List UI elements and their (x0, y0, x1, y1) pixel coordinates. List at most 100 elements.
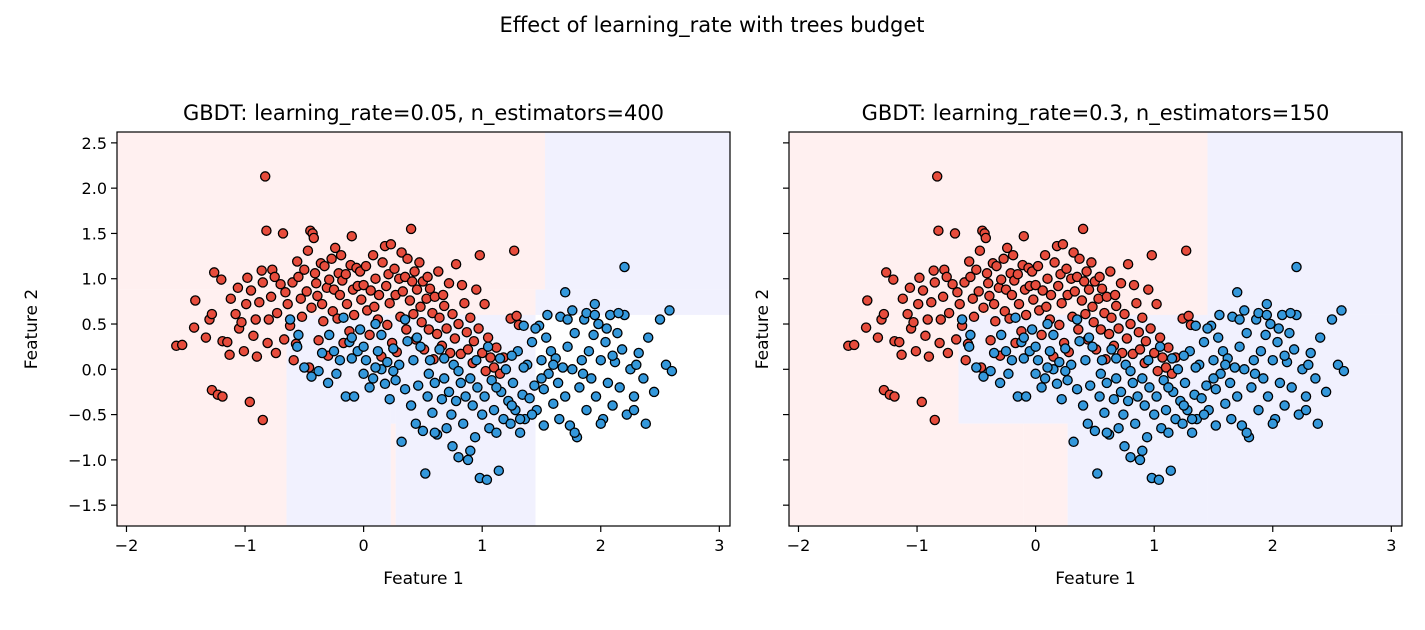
scatter-point-red (912, 298, 924, 310)
scatter-point-blue (346, 353, 358, 364)
scatter-point-blue (1220, 398, 1231, 409)
scatter-point-blue (1267, 354, 1279, 366)
scatter-point-red (1001, 242, 1013, 254)
scatter-point-red (358, 279, 369, 291)
scatter-point-blue (467, 400, 478, 411)
scatter-point-red (1119, 308, 1130, 320)
scatter-point-blue (1071, 314, 1083, 325)
scatter-point-blue (1003, 368, 1014, 380)
scatter-point-blue (1018, 332, 1030, 343)
scatter-point-blue (971, 362, 982, 373)
scatter-point-blue (1137, 445, 1148, 457)
scatter-point-blue (1166, 353, 1178, 364)
scatter-point-blue (631, 359, 642, 371)
scatter-point-blue (554, 413, 565, 425)
scatter-point-red (453, 318, 464, 330)
scatter-point-blue (438, 353, 450, 364)
scatter-point-blue (569, 427, 580, 438)
scatter-point-blue (372, 345, 384, 357)
scatter-point-blue (348, 391, 360, 402)
scatter-point-blue (388, 343, 399, 354)
scatter-point-blue (1178, 400, 1190, 411)
scatter-point-red (485, 352, 496, 363)
scatter-point-blue (1288, 344, 1300, 355)
scatter-point-blue (640, 418, 652, 429)
scatter-point-red (1083, 284, 1095, 295)
scatter-point-red (880, 267, 892, 278)
scatter-point-blue (619, 261, 630, 273)
scatter-point-blue (1190, 362, 1201, 373)
scatter-point-blue (567, 305, 578, 316)
scatter-point-red (402, 253, 413, 265)
scatter-point-red (960, 354, 971, 366)
scatter-point-red (1057, 239, 1069, 250)
scatter-point-blue (1314, 332, 1326, 343)
scatter-point-red (942, 347, 954, 359)
scatter-point-red (329, 242, 341, 254)
scatter-point-blue (500, 364, 512, 375)
scatter-point-blue (1300, 404, 1312, 416)
scatter-point-blue (988, 347, 1000, 359)
scatter-point-blue (482, 341, 494, 352)
scatter-point-blue (536, 354, 547, 366)
scatter-point-blue (526, 409, 538, 420)
scatter-point-blue (542, 309, 553, 321)
scatter-point-blue (518, 362, 529, 373)
y-axis-label: Feature 2 (753, 289, 773, 369)
scatter-point-blue (1087, 341, 1098, 352)
y-tick-label: −1.0 (68, 451, 107, 470)
scatter-point-blue (1208, 373, 1219, 384)
scatter-point-red (416, 316, 427, 328)
scatter-point-blue (1074, 335, 1085, 347)
scatter-point-blue (548, 398, 559, 409)
scatter-point-red (370, 273, 381, 284)
scatter-point-blue (384, 393, 395, 405)
scatter-point-blue (586, 373, 597, 384)
scatter-point-blue (322, 377, 334, 389)
scatter-point-red (926, 297, 937, 308)
scatter-point-blue (1236, 420, 1248, 431)
scatter-point-blue (1151, 391, 1162, 402)
scatter-point-red (990, 316, 1001, 327)
scatter-point-red (415, 301, 426, 313)
y-tick-label: 1.0 (82, 270, 107, 289)
scatter-point-blue (1274, 377, 1286, 389)
scatter-point-red (1128, 279, 1140, 291)
scatter-point-blue (628, 391, 640, 402)
scatter-point-blue (471, 354, 482, 366)
scatter-point-red (971, 264, 982, 275)
x-axis-label: Feature 1 (1055, 569, 1135, 589)
scatter-point-blue (284, 314, 296, 325)
scatter-point-blue (379, 378, 391, 390)
scatter-point-blue (507, 377, 519, 389)
scatter-point-blue (1163, 382, 1174, 393)
scatter-point-red (369, 301, 380, 313)
scatter-point-red (341, 298, 353, 310)
scatter-point-red (995, 274, 1007, 285)
scatter-point-red (1020, 309, 1032, 321)
scatter-point-blue (589, 309, 601, 321)
scatter-point-blue (1095, 368, 1107, 380)
scatter-point-blue (1172, 364, 1184, 375)
scatter-point-red (263, 314, 275, 325)
scatter-point-red (254, 297, 265, 308)
scatter-point-red (479, 298, 490, 310)
scatter-point-blue (1231, 391, 1243, 402)
scatter-point-blue (382, 356, 393, 368)
scatter-point-red (424, 283, 436, 294)
axes-frame (788, 131, 1403, 527)
scatter-point-red (291, 256, 303, 267)
scatter-point-blue (581, 404, 592, 416)
scatter-point-blue (538, 420, 550, 431)
scatter-point-blue (1198, 336, 1210, 348)
scatter-point-blue (564, 420, 576, 431)
scatter-point-blue (1143, 354, 1154, 366)
decision-region-blue (545, 132, 730, 290)
scatter-point-red (929, 414, 941, 426)
scatter-point-red (1109, 289, 1121, 301)
scatter-point-blue (390, 374, 401, 386)
scatter-point-blue (648, 386, 660, 398)
scatter-point-blue (1279, 400, 1290, 411)
scatter-point-blue (1326, 314, 1338, 325)
scatter-point-red (251, 351, 263, 362)
